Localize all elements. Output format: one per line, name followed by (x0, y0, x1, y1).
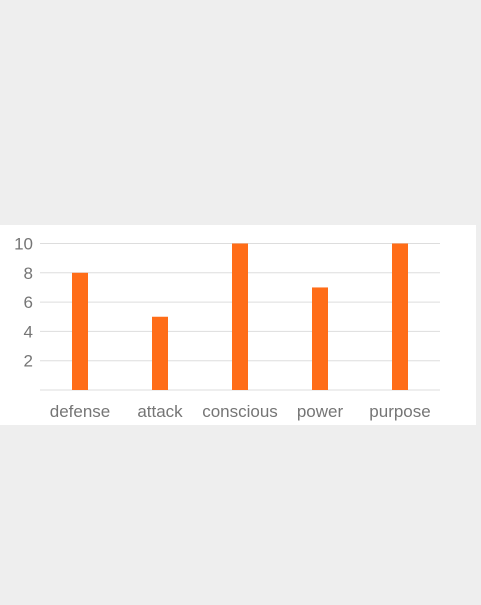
bar-defense (72, 272, 88, 390)
y-axis-ticks: 2 4 6 8 10 (14, 235, 33, 371)
y-tick-label: 8 (24, 264, 33, 283)
x-tick-label-attack: attack (137, 402, 183, 421)
bar-purpose (392, 243, 408, 390)
bars (72, 243, 408, 390)
x-tick-label-power: power (297, 402, 344, 421)
y-tick-label: 6 (24, 293, 33, 312)
bar-attack (152, 316, 168, 390)
bar-conscious (232, 243, 248, 390)
y-tick-label: 4 (24, 322, 33, 341)
x-tick-label-defense: defense (50, 402, 111, 421)
y-tick-label: 2 (24, 352, 33, 371)
y-tick-label: 10 (14, 235, 33, 254)
bar-power (312, 287, 328, 390)
x-tick-label-conscious: conscious (202, 402, 278, 421)
chart-card: 2 4 6 8 10 defense attack conscious power purpos… (0, 225, 476, 425)
bar-chart: 2 4 6 8 10 defense attack conscious power purpos… (14, 235, 440, 421)
x-axis-labels: defense attack conscious power purpose (50, 402, 431, 421)
x-tick-label-purpose: purpose (369, 402, 430, 421)
